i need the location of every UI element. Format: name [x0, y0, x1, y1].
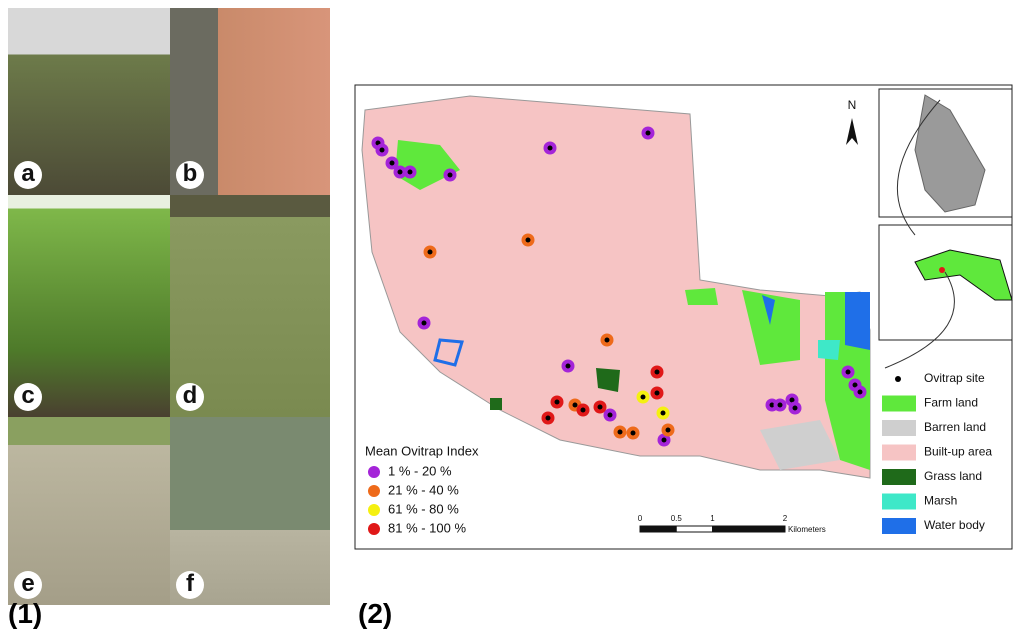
site-dot — [580, 407, 586, 413]
scale-tick-label: 0 — [638, 514, 643, 523]
legend-label: Built-up area — [924, 445, 992, 459]
site-dot — [554, 399, 560, 405]
legend-swatch — [882, 493, 916, 510]
north-arrow — [846, 118, 858, 145]
site-dot — [661, 437, 667, 443]
site-dot — [654, 369, 660, 375]
site-dot — [845, 369, 851, 375]
water — [433, 338, 464, 367]
legend-label: 81 % - 100 % — [388, 520, 466, 535]
legend-swatch — [882, 444, 916, 461]
site-dot — [665, 427, 671, 433]
site-dot — [792, 405, 798, 411]
built-up — [361, 95, 871, 479]
scale-seg — [675, 525, 713, 533]
site-dot — [852, 382, 858, 388]
site-dot — [789, 397, 795, 403]
legend-label: Ovitrap site — [924, 371, 985, 385]
site-dot — [630, 430, 636, 436]
photo: e — [8, 417, 170, 605]
photo: a — [8, 8, 170, 195]
photo-label: f — [176, 571, 204, 599]
site-dot — [565, 363, 571, 369]
barren — [760, 420, 840, 470]
scale-tick-label: 1 — [710, 514, 715, 523]
site-dot — [654, 390, 660, 396]
site-dot — [421, 320, 427, 326]
photo: b — [170, 8, 330, 195]
legend-swatch — [882, 395, 916, 412]
scale-seg — [639, 525, 677, 533]
photo-label: b — [176, 161, 204, 189]
legend-swatch — [368, 523, 380, 535]
photo: c — [8, 195, 170, 417]
site-dot — [604, 337, 610, 343]
photo-label: d — [176, 383, 204, 411]
legend-label: Water body — [924, 518, 985, 532]
photo-label: c — [14, 383, 42, 411]
legend-swatch — [882, 518, 916, 534]
panel-label: (1) — [8, 598, 43, 629]
photo: f — [170, 417, 330, 605]
site-dot — [572, 402, 578, 408]
legend-label: Farm land — [924, 396, 978, 410]
site-dot — [617, 429, 623, 435]
north-label: N — [848, 98, 857, 112]
arrow — [884, 99, 955, 369]
site-dot — [447, 172, 453, 178]
scale-tick-label: 0.5 — [671, 514, 683, 523]
inset-island — [914, 94, 986, 213]
photo-label: a — [14, 161, 42, 189]
site-dot — [379, 147, 385, 153]
site-dot — [597, 404, 603, 410]
water — [762, 292, 870, 350]
site-dot — [397, 169, 403, 175]
legend-swatch — [882, 469, 916, 485]
legend-label: Marsh — [924, 494, 957, 508]
site-dot — [645, 130, 651, 136]
site-dot — [545, 415, 551, 421]
scale-seg — [712, 525, 786, 533]
photo-label: e — [14, 571, 42, 599]
site-dot — [427, 249, 433, 255]
scale-tick-label: 2 — [783, 514, 788, 523]
inset-land — [914, 249, 1013, 301]
legend-swatch — [895, 376, 901, 382]
grass — [490, 368, 620, 410]
panel-label: (2) — [358, 598, 393, 629]
legend-label: 61 % - 80 % — [388, 501, 459, 516]
legend-title: Mean Ovitrap Index — [365, 443, 479, 458]
legend-label: Barren land — [924, 420, 986, 434]
site-dot — [525, 237, 531, 243]
site-dot — [407, 169, 413, 175]
legend-swatch — [882, 420, 916, 436]
legend-label: Grass land — [924, 469, 982, 483]
legend-swatch — [368, 466, 380, 478]
site-dot — [777, 402, 783, 408]
legend-label: 21 % - 40 % — [388, 482, 459, 497]
legend-swatch — [368, 504, 380, 516]
legend-swatch — [368, 485, 380, 497]
site-dot — [857, 389, 863, 395]
photo: d — [170, 195, 330, 417]
marsh — [818, 340, 840, 360]
site-dot — [769, 402, 775, 408]
site-dot — [660, 410, 666, 416]
inset — [878, 224, 1013, 341]
site-dot — [607, 412, 613, 418]
legend-label: 1 % - 20 % — [388, 463, 452, 478]
site-dot — [547, 145, 553, 151]
scale-unit: Kilometers — [788, 525, 826, 534]
site-dot — [640, 394, 646, 400]
site-dot — [389, 160, 395, 166]
inset-site — [939, 267, 945, 273]
